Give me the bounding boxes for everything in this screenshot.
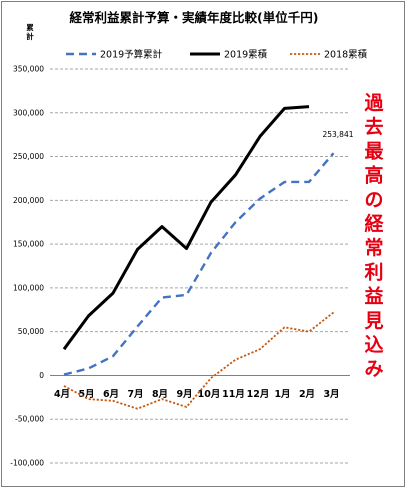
y-axis-label: 累計: [26, 22, 34, 41]
side-annotation-char: 最: [364, 140, 384, 162]
legend: 2019予算累計 2019累積 2018累積: [66, 49, 368, 61]
x-tick-label: 7月: [127, 389, 143, 400]
y-tick-label: 300,000: [13, 108, 44, 117]
side-annotation-char: 去: [364, 115, 383, 138]
legend-label: 2019予算累計: [100, 49, 163, 61]
y-tick-label: 150,000: [13, 240, 44, 249]
x-tick-label: 5月: [78, 389, 94, 400]
y-tick-label: 350,000: [13, 65, 44, 74]
y-tick-label: -100,000: [10, 459, 44, 468]
x-tick-label: 10月: [198, 389, 221, 400]
series-line: [63, 152, 335, 376]
x-tick-label: 11月: [222, 389, 245, 400]
series-line: [62, 105, 310, 351]
x-tick-label: 1月: [274, 389, 290, 400]
x-tick-label: 12月: [247, 389, 270, 400]
x-tick-labels: 4月 5月 6月 7月 8月 9月 10月 11月 12月 1月 2月 3月: [54, 389, 340, 400]
series-line: [63, 311, 335, 410]
side-annotation-char: 常: [364, 236, 383, 259]
legend-label: 2019累積: [224, 49, 268, 61]
y-axis-label-char: 累: [26, 22, 34, 32]
side-annotation-char: 込: [364, 334, 383, 356]
gridlines: [50, 68, 350, 464]
y-tick-label: -50,000: [15, 415, 44, 424]
x-tick-label: 3月: [323, 389, 339, 400]
legend-label: 2018累積: [324, 49, 368, 61]
side-annotation-char: 高: [364, 164, 383, 187]
x-tick-label: 4月: [54, 389, 70, 400]
x-tick-label: 9月: [176, 389, 192, 400]
side-annotation-char: 見: [364, 310, 383, 332]
y-tick-label: 0: [39, 371, 44, 380]
y-tick-label: 250,000: [13, 152, 44, 161]
side-annotation-char: の: [364, 189, 383, 211]
x-tick-label: 2月: [299, 389, 315, 400]
y-axis-label-char: 計: [26, 31, 34, 41]
y-tick-label: 200,000: [13, 196, 44, 205]
y-tick-labels: 350,000 300,000 250,000 200,000 150,000 100,0…: [10, 65, 44, 468]
x-tick-label: 8月: [152, 389, 168, 400]
series-lines: [62, 105, 335, 410]
side-annotation-char: 利: [364, 261, 383, 283]
y-tick-label: 100,000: [13, 283, 44, 292]
chart-title: 経常利益累計予算・実績年度比較(単位千円): [70, 10, 319, 25]
last-value-label: 253,841: [322, 130, 353, 139]
y-tick-label: 50,000: [18, 327, 44, 336]
x-tick-label: 6月: [103, 389, 119, 400]
side-annotation-char: み: [364, 358, 383, 380]
side-annotation-char: 過: [364, 92, 384, 114]
side-annotation-char: 益: [364, 285, 383, 308]
side-annotation-char: 経: [364, 212, 384, 235]
